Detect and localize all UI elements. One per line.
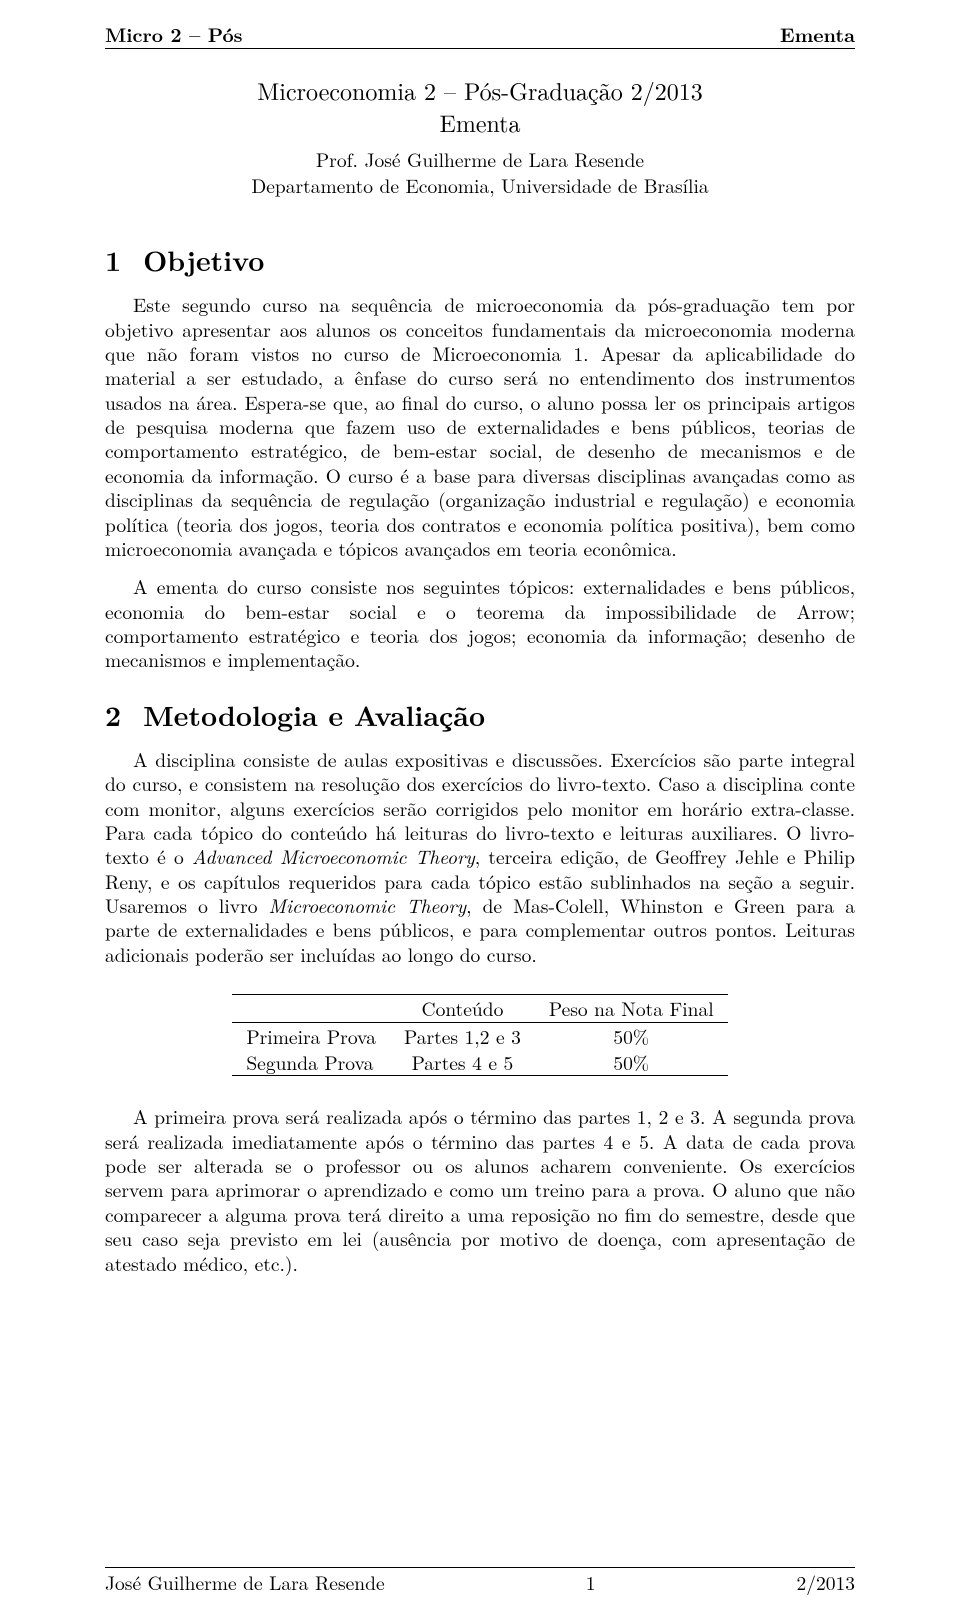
table-header-cell: Peso na Nota Final [535,995,728,1022]
metodologia-para2: A primeira prova será realizada após o t… [105,1104,855,1275]
objetivo-para2: A ementa do curso consiste nos seguintes… [105,574,855,672]
running-header: Micro 2 – Pós Ementa [105,22,855,49]
running-footer: José Guilherme de Lara Resende 1 2/2013 [105,1567,855,1594]
table-cell: Partes 4 e 5 [390,1049,535,1076]
section-heading-metodologia: 2 Metodologia e Avaliação [105,698,855,733]
table-cell: Partes 1,2 e 3 [390,1022,535,1049]
section-title: Metodologia e Avaliação [143,695,485,735]
footer-left: José Guilherme de Lara Resende [105,1570,385,1594]
table-cell: Segunda Prova [232,1049,390,1076]
header-right: Ementa [780,22,855,46]
table-header-cell: Conteúdo [390,995,535,1022]
grading-table-wrap: Conteúdo Peso na Nota Final Primeira Pro… [105,994,855,1076]
footer-center: 1 [586,1570,596,1594]
document-title-line1: Microeconomia 2 – Pós-Graduação 2/2013 [105,75,855,105]
metodologia-para1: A disciplina consiste de aulas expositiv… [105,747,855,966]
section-heading-objetivo: 1 Objetivo [105,243,855,278]
grading-table: Conteúdo Peso na Nota Final Primeira Pro… [232,994,727,1076]
footer-right: 2/2013 [796,1570,855,1594]
table-row: Primeira Prova Partes 1,2 e 3 50% [232,1022,727,1049]
table-row: Segunda Prova Partes 4 e 5 50% [232,1049,727,1076]
table-cell: 50% [535,1049,728,1076]
header-left: Micro 2 – Pós [105,22,243,46]
table-header-cell [232,995,390,1022]
table-cell: 50% [535,1022,728,1049]
table-cell: Primeira Prova [232,1022,390,1049]
section-number: 1 [105,243,121,278]
section-title: Objetivo [143,240,264,280]
section-number: 2 [105,698,121,733]
author-line: Prof. José Guilherme de Lara Resende [105,147,855,171]
affiliation-line: Departamento de Economia, Universidade d… [105,173,855,197]
table-header-row: Conteúdo Peso na Nota Final [232,995,727,1022]
document-title-line2: Ementa [105,107,855,137]
objetivo-para1: Este segundo curso na sequência de micro… [105,292,855,560]
